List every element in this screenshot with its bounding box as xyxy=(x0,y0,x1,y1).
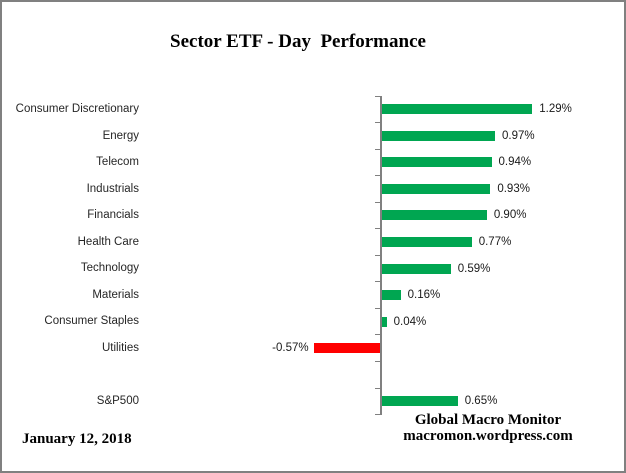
data-bar xyxy=(313,343,380,354)
category-label: Energy xyxy=(102,129,139,142)
data-bar xyxy=(382,183,491,194)
value-label: 0.16% xyxy=(407,289,441,302)
value-label: 0.97% xyxy=(502,129,535,142)
axis-tick xyxy=(375,361,380,362)
value-label: 0.93% xyxy=(497,182,530,195)
footer-attribution: Global Macro Monitor macromon.wordpress.… xyxy=(380,412,596,444)
category-label: S&P500 xyxy=(96,395,139,408)
axis-tick xyxy=(375,175,380,177)
category-label: Consumer Staples xyxy=(44,315,139,328)
category-label: Financials xyxy=(87,209,139,222)
data-bar xyxy=(382,396,458,407)
data-bar xyxy=(382,290,401,301)
category-label: Health Care xyxy=(77,235,139,248)
category-label: Telecom xyxy=(96,156,139,169)
value-label: 1.29% xyxy=(539,103,572,116)
attribution-line-1: Global Macro Monitor xyxy=(414,412,562,428)
attribution-line-2: macromon.wordpress.com xyxy=(403,427,573,444)
data-bar xyxy=(382,104,533,115)
data-bar xyxy=(382,263,451,274)
axis-tick xyxy=(375,281,380,283)
chart-title: Sector ETF - Day Performance xyxy=(170,31,426,52)
category-label: Industrials xyxy=(86,182,139,195)
axis-tick xyxy=(375,307,380,309)
category-label: Technology xyxy=(80,262,139,275)
value-axis xyxy=(380,96,382,415)
value-label: 0.77% xyxy=(478,236,512,249)
axis-tick xyxy=(375,414,380,416)
value-label: -0.57% xyxy=(272,342,309,355)
category-label: Consumer Discretionary xyxy=(15,103,139,115)
category-label: Utilities xyxy=(101,341,139,354)
axis-tick xyxy=(375,148,380,150)
axis-tick xyxy=(375,122,380,124)
axis-tick xyxy=(375,228,380,230)
value-label: 0.90% xyxy=(493,209,527,222)
axis-tick xyxy=(375,334,380,336)
axis-tick xyxy=(375,201,380,203)
data-bar xyxy=(382,316,387,327)
value-label: 0.94% xyxy=(498,156,532,169)
value-label: 0.59% xyxy=(457,262,491,275)
value-label: 0.65% xyxy=(464,395,498,408)
footer-date: January 12, 2018 xyxy=(22,431,132,447)
data-bar xyxy=(382,130,495,141)
data-bar xyxy=(382,157,492,168)
axis-tick xyxy=(375,254,380,256)
value-label: 0.04% xyxy=(393,315,427,328)
axis-tick xyxy=(375,387,380,389)
axis-tick xyxy=(375,95,380,97)
category-label: Materials xyxy=(92,288,139,301)
data-bar xyxy=(382,237,472,248)
data-bar xyxy=(382,210,487,221)
